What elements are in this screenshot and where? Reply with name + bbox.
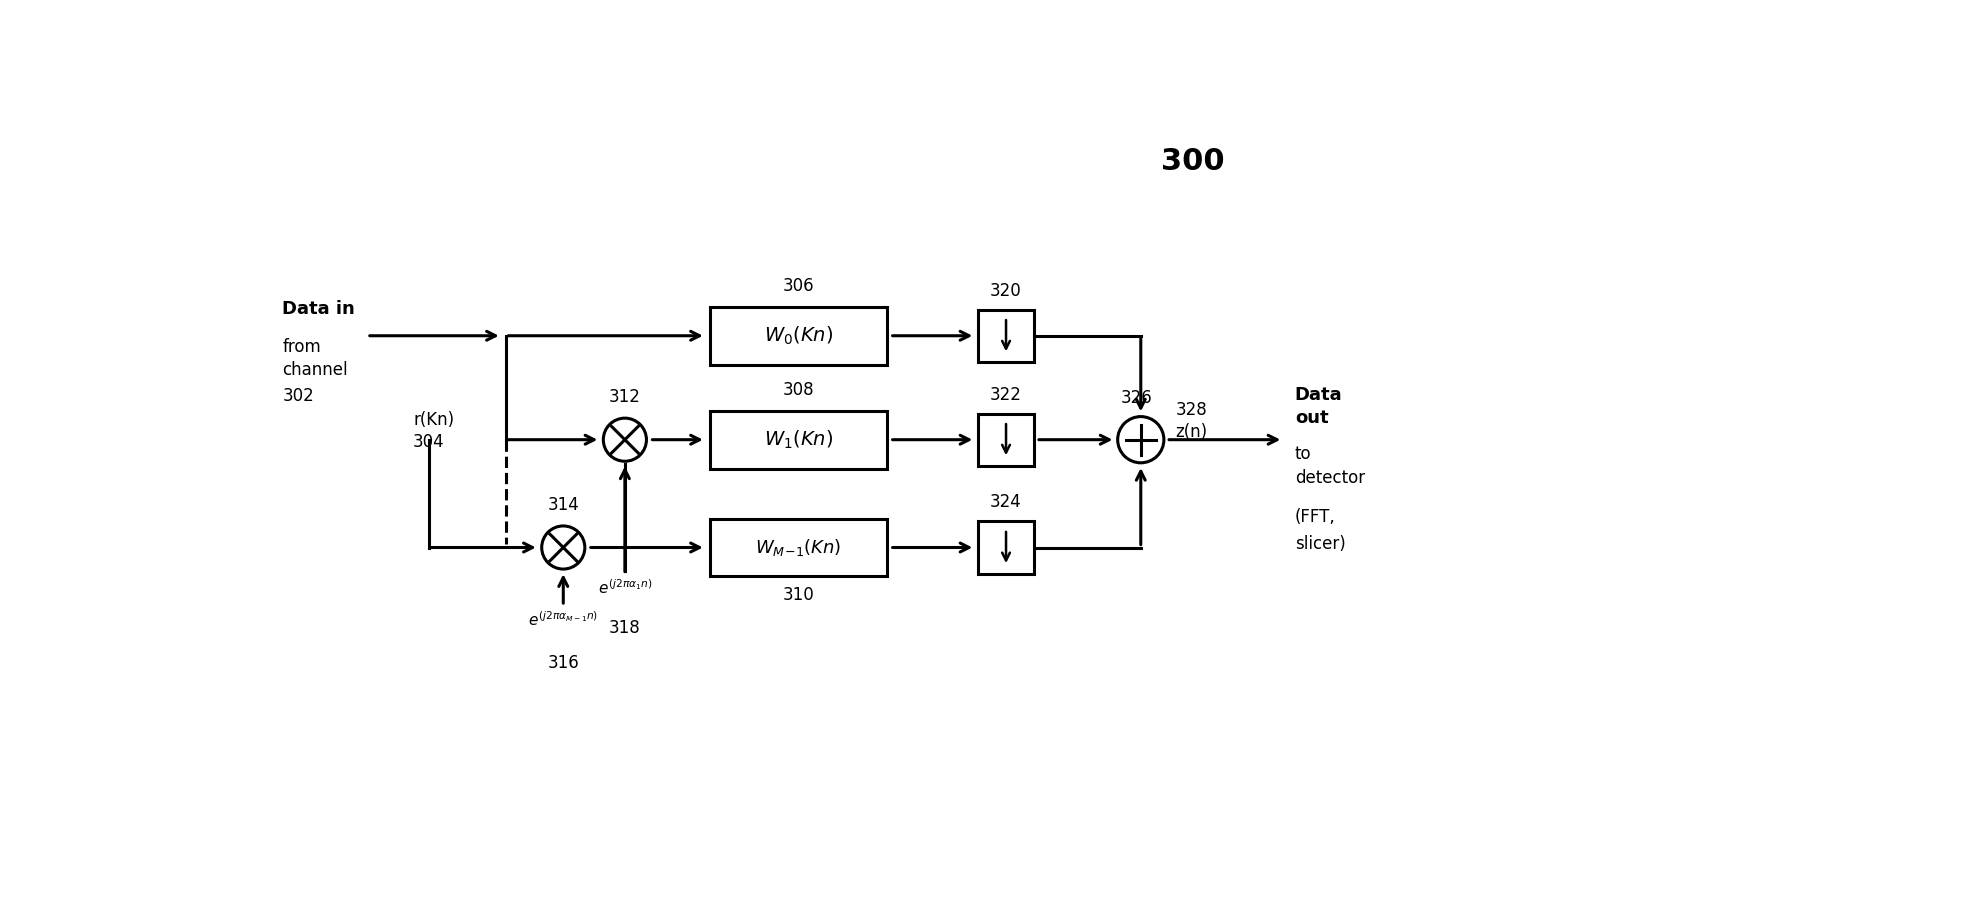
Text: detector: detector [1296,469,1365,487]
Text: channel: channel [282,361,347,379]
Text: 302: 302 [282,386,314,405]
Text: Data in: Data in [282,300,355,318]
Text: 316: 316 [548,653,580,672]
Text: (FFT,: (FFT, [1296,508,1335,526]
Circle shape [542,526,586,569]
Text: from: from [282,338,321,357]
Bar [710,519,887,576]
Text: 320: 320 [990,281,1021,300]
Bar [978,521,1033,574]
Circle shape [603,418,647,462]
Text: 304: 304 [412,433,446,451]
Text: Data: Data [1296,386,1343,404]
Text: 308: 308 [783,381,814,399]
Bar [978,414,1033,466]
Text: r(Kn): r(Kn) [412,412,454,430]
Circle shape [1118,416,1163,462]
Text: 300: 300 [1162,148,1225,176]
Bar [710,411,887,469]
Text: 328: 328 [1175,402,1207,419]
Text: $e^{(j2\pi\alpha_{M-1}n)}$: $e^{(j2\pi\alpha_{M-1}n)}$ [528,610,598,629]
Text: 318: 318 [609,619,641,637]
Text: 326: 326 [1120,388,1154,406]
Text: $W_0(Kn)$: $W_0(Kn)$ [763,325,832,347]
Text: 314: 314 [548,496,580,514]
Bar [710,307,887,365]
Text: to: to [1296,444,1311,462]
Text: slicer): slicer) [1296,535,1345,553]
Text: $W_1(Kn)$: $W_1(Kn)$ [763,429,832,451]
Text: 310: 310 [783,586,814,604]
Text: $W_{M\!-\!1}(Kn)$: $W_{M\!-\!1}(Kn)$ [755,537,842,558]
Text: 306: 306 [783,277,814,295]
Bar [978,310,1033,362]
Text: 324: 324 [990,493,1021,511]
Text: out: out [1296,409,1329,427]
Text: $e^{(j2\pi\alpha_{1}n)}$: $e^{(j2\pi\alpha_{1}n)}$ [598,578,653,597]
Text: 322: 322 [990,386,1021,404]
Text: 312: 312 [609,388,641,405]
Text: z(n): z(n) [1175,423,1207,441]
